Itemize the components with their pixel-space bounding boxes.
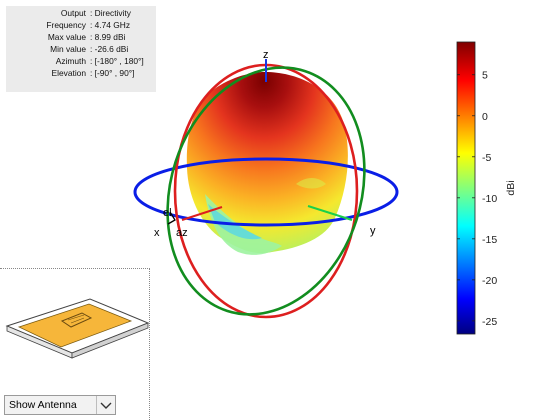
colorbar-tick-label: 5 — [482, 70, 488, 82]
colorbar-tick-label: -10 — [482, 193, 497, 205]
pattern-info-panel: Output: Directivity Frequency: 4.74 GHz … — [6, 6, 156, 92]
y-axis-label: y — [370, 225, 376, 237]
colorbar-tick-label: -25 — [482, 316, 497, 328]
antenna-preview — [5, 298, 150, 359]
y-axis-line — [307, 205, 353, 221]
view-origin-marker — [167, 211, 176, 225]
antenna-view-dropdown[interactable]: Show Antenna — [4, 395, 116, 415]
info-row-min-value: Min value: -26.6 dBi — [50, 44, 129, 54]
colorbar-tick-label: -5 — [482, 152, 491, 164]
chevron-down-icon[interactable] — [96, 396, 115, 414]
info-row-elevation: Elevation: [-90° , 90°] — [51, 68, 135, 78]
info-row-azimuth: Azimuth: [-180° , 180°] — [55, 56, 144, 66]
radiation-pattern-lobe — [186, 71, 348, 255]
antenna-view-selected: Show Antenna — [9, 399, 77, 411]
antenna-patch — [60, 312, 93, 328]
z-axis-label: z — [263, 49, 269, 61]
colorbar-tick-label: -15 — [482, 234, 497, 246]
colorbar-tick-label: 0 — [482, 111, 488, 123]
el-axis-label: el — [163, 207, 172, 219]
colorbar: 5 0 -5 -10 -15 -20 -25 dBi — [456, 41, 517, 335]
x-axis-line — [181, 206, 223, 221]
x-axis-label: x — [154, 227, 160, 239]
info-row-max-value: Max value: 8.99 dBi — [47, 32, 126, 42]
elevation-ring-yz — [166, 66, 366, 316]
colorbar-tick-label: -20 — [482, 275, 497, 287]
info-row-output: Output: Directivity — [60, 8, 131, 18]
antenna-preview-panel — [0, 268, 150, 420]
colorbar-scale — [456, 41, 476, 335]
coordinate-axes: z y x el az — [154, 49, 376, 239]
az-axis-label: az — [176, 227, 188, 239]
azimuth-ring — [133, 157, 399, 227]
info-row-frequency: Frequency: 4.74 GHz — [46, 20, 131, 30]
colorbar-label: dBi — [505, 180, 517, 195]
colorbar-ticks: 5 0 -5 -10 -15 -20 -25 — [457, 70, 497, 328]
